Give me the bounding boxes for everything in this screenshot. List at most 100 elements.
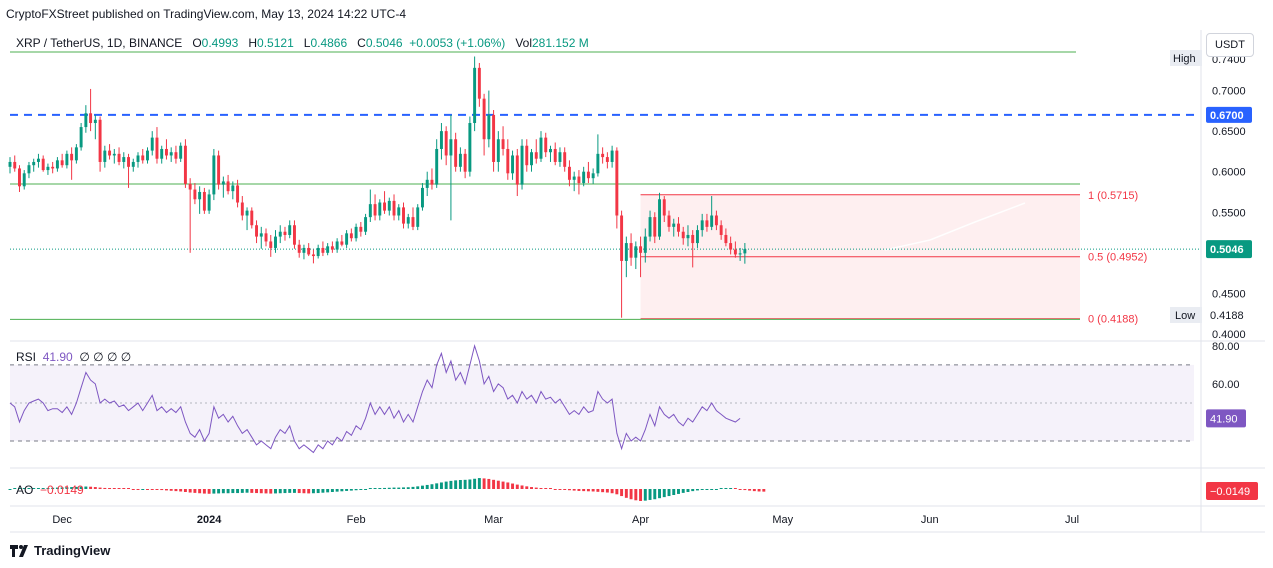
ao-bar — [307, 489, 311, 494]
ao-bar — [729, 488, 733, 489]
candle-body — [705, 220, 709, 227]
candle-body — [226, 181, 230, 192]
candle-body — [444, 131, 448, 156]
last-price-tag — [1206, 240, 1252, 259]
candle-body — [681, 231, 685, 239]
candle-body — [492, 114, 496, 162]
candle-body — [549, 148, 552, 153]
ao-bar — [639, 489, 643, 501]
candle-body — [530, 152, 533, 166]
ao-bar — [264, 489, 268, 494]
candle-body — [392, 200, 396, 216]
ao-bar — [65, 487, 69, 489]
ao-bar — [610, 489, 614, 494]
candle-body — [501, 139, 505, 149]
ao-bar — [392, 487, 396, 489]
candle-body — [65, 153, 69, 166]
ao-bar — [615, 489, 619, 495]
ao-bar — [406, 487, 410, 489]
currency-button[interactable]: USDT — [1206, 33, 1254, 57]
ao-bar — [714, 489, 718, 490]
candle-body — [131, 161, 135, 167]
ao-bar — [207, 489, 211, 494]
horizontal-levels[interactable] — [10, 51, 1200, 320]
candle-body — [259, 233, 263, 237]
candle-body — [596, 153, 600, 174]
ao-bar — [231, 489, 235, 494]
ao-bar — [345, 489, 349, 491]
candle-body — [164, 148, 168, 156]
ao-bar — [705, 489, 709, 490]
ao-bar — [217, 489, 221, 494]
ao-bar — [46, 487, 50, 489]
candle-body — [207, 194, 211, 211]
candle-body — [217, 155, 221, 185]
candle-body — [183, 145, 187, 184]
last-price-tag-label: 0.5046 — [1210, 244, 1244, 256]
ao-bar — [174, 489, 178, 492]
ao-bar — [648, 489, 652, 500]
ao-bar — [150, 489, 154, 490]
candle-body — [539, 137, 543, 159]
ao-bar — [530, 487, 533, 489]
ao-bar — [74, 486, 78, 489]
ao-bar — [8, 489, 12, 490]
rsi-legend-value: 41.90 — [42, 350, 73, 364]
time-tick-label: May — [772, 514, 793, 526]
candle-body — [610, 150, 614, 162]
time-tick-label: 2024 — [197, 514, 222, 526]
candle-body — [311, 254, 315, 257]
rsi-pane — [9, 343, 1194, 454]
candle-body — [297, 244, 301, 253]
candle-body — [221, 181, 225, 185]
ao-bar — [349, 489, 353, 491]
candle-body — [236, 185, 240, 203]
projection-path — [884, 202, 1026, 251]
ao-bar — [13, 488, 17, 489]
ao-bar — [686, 489, 690, 492]
ao-bar — [586, 489, 590, 492]
candle-body — [212, 155, 216, 195]
candle-body — [506, 148, 510, 174]
ao-bar — [383, 487, 387, 489]
candle-body — [700, 220, 704, 231]
candle-body — [112, 153, 116, 156]
candle-body — [93, 119, 97, 124]
candle-body — [141, 155, 145, 161]
candle-body — [458, 153, 462, 167]
ao-bar — [496, 480, 500, 489]
high-value-label: 0.7400 — [1212, 54, 1246, 66]
ao-bar — [473, 478, 477, 489]
ao-bar — [416, 486, 420, 489]
candle-body — [51, 166, 55, 169]
fibonacci-retracement[interactable]: 1 (0.5715) 0.5 (0.4952) 0 (0.4188) — [640, 190, 1148, 326]
ao-bar — [240, 489, 244, 493]
ao-bar — [41, 488, 45, 489]
tradingview-logo[interactable]: TradingView — [10, 543, 110, 558]
ao-bar — [354, 489, 358, 491]
candle-body — [245, 210, 249, 216]
price-tick-label: 0.6000 — [1212, 167, 1246, 179]
candle-body — [278, 231, 282, 237]
candle-body — [605, 157, 609, 162]
ao-bar — [454, 480, 458, 489]
ao-bar — [127, 488, 130, 489]
candle-body — [477, 67, 481, 99]
ao-bar — [60, 487, 64, 489]
high-value: 0.5121 — [257, 36, 294, 50]
time-tick-label: Apr — [632, 514, 649, 526]
candle-body — [55, 160, 59, 169]
ao-bar — [330, 489, 334, 492]
ao-bar — [757, 489, 761, 492]
candle-body — [411, 217, 415, 227]
candle-body — [283, 231, 287, 235]
candlestick-series — [8, 56, 747, 318]
ao-bar — [283, 489, 287, 494]
candle-body — [302, 247, 306, 253]
ao-bar — [292, 489, 296, 493]
ao-bar — [27, 488, 31, 489]
ao-bar — [743, 489, 747, 491]
close-label: C — [357, 36, 366, 50]
